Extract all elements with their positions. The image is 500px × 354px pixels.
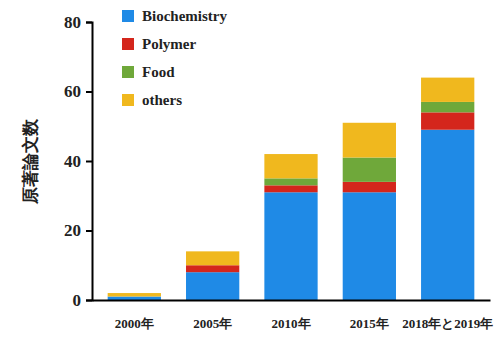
x-tick: 2000年 bbox=[115, 316, 154, 331]
x-tick: 2005年 bbox=[193, 316, 232, 331]
bars bbox=[108, 78, 475, 300]
y-tick-label: 20 bbox=[64, 221, 81, 240]
legend-entry: Biochemistry bbox=[122, 8, 227, 24]
legend-swatch bbox=[122, 38, 134, 50]
bar-segment bbox=[108, 293, 161, 296]
bar-segment bbox=[421, 112, 474, 129]
bar-segment bbox=[186, 265, 239, 272]
legend-entry: others bbox=[122, 92, 182, 108]
y-tick-mark bbox=[86, 230, 92, 232]
y-axis-line bbox=[86, 23, 93, 301]
y-tick-mark bbox=[86, 300, 92, 302]
x-axis: 2000年 2005年 2010年 2015年 2018年と2019年 bbox=[93, 301, 494, 331]
bar-segment bbox=[343, 192, 396, 300]
x-tick-label: 2000年 bbox=[115, 316, 154, 331]
plot: 0 20 40 60 80 2000年 2005年 2010年 2015年 2018年と2019年… bbox=[64, 8, 493, 331]
y-axis: 0 20 40 60 80 bbox=[64, 13, 93, 310]
chart: 0 20 40 60 80 2000年 2005年 2010年 2015年 2018年と2019年… bbox=[0, 0, 500, 354]
legend-swatch bbox=[122, 94, 134, 106]
legend-entry: Food bbox=[122, 64, 175, 80]
x-axis-line bbox=[93, 300, 491, 302]
y-tick-label: 0 bbox=[73, 291, 82, 310]
y-tick: 20 bbox=[64, 221, 92, 240]
legend-swatch bbox=[122, 66, 134, 78]
bar-segment bbox=[186, 251, 239, 265]
y-tick-mark bbox=[86, 91, 92, 93]
x-tick: 2015年 bbox=[350, 316, 389, 331]
bar-segment bbox=[343, 158, 396, 182]
bar-segment bbox=[421, 130, 474, 300]
x-tick-label: 2018年と2019年 bbox=[402, 316, 493, 331]
legend-entry: Polymer bbox=[122, 36, 196, 52]
bar-segment bbox=[264, 185, 317, 192]
y-tick-label: 40 bbox=[64, 152, 81, 171]
bar-segment bbox=[186, 272, 239, 300]
y-tick: 0 bbox=[73, 291, 93, 310]
x-tick: 2010年 bbox=[272, 316, 311, 331]
bar-segment bbox=[108, 297, 161, 300]
y-tick-mark bbox=[86, 22, 92, 24]
legend-label: Biochemistry bbox=[142, 8, 227, 24]
y-tick-mark bbox=[86, 161, 92, 163]
bar-segment bbox=[264, 154, 317, 178]
y-tick-label: 80 bbox=[64, 13, 81, 32]
x-tick-label: 2010年 bbox=[272, 316, 311, 331]
y-tick-label: 60 bbox=[64, 82, 81, 101]
bar-segment bbox=[421, 102, 474, 112]
legend-label: Food bbox=[142, 64, 175, 80]
bar-segment bbox=[264, 192, 317, 300]
bar-segment bbox=[343, 182, 396, 192]
x-tick: 2018年と2019年 bbox=[402, 316, 493, 331]
x-tick-label: 2005年 bbox=[193, 316, 232, 331]
x-tick-label: 2015年 bbox=[350, 316, 389, 331]
bar-segment bbox=[343, 123, 396, 158]
y-tick: 60 bbox=[64, 82, 92, 101]
legend-label: Polymer bbox=[142, 36, 196, 52]
y-tick: 80 bbox=[64, 13, 92, 32]
legend-label: others bbox=[142, 92, 182, 108]
bar-segment bbox=[264, 178, 317, 185]
y-axis-title: 原著論文数 bbox=[21, 118, 40, 205]
bar-segment bbox=[421, 78, 474, 102]
y-tick: 40 bbox=[64, 152, 92, 171]
legend: Biochemistry Polymer Food others bbox=[122, 8, 227, 108]
legend-swatch bbox=[122, 10, 134, 22]
